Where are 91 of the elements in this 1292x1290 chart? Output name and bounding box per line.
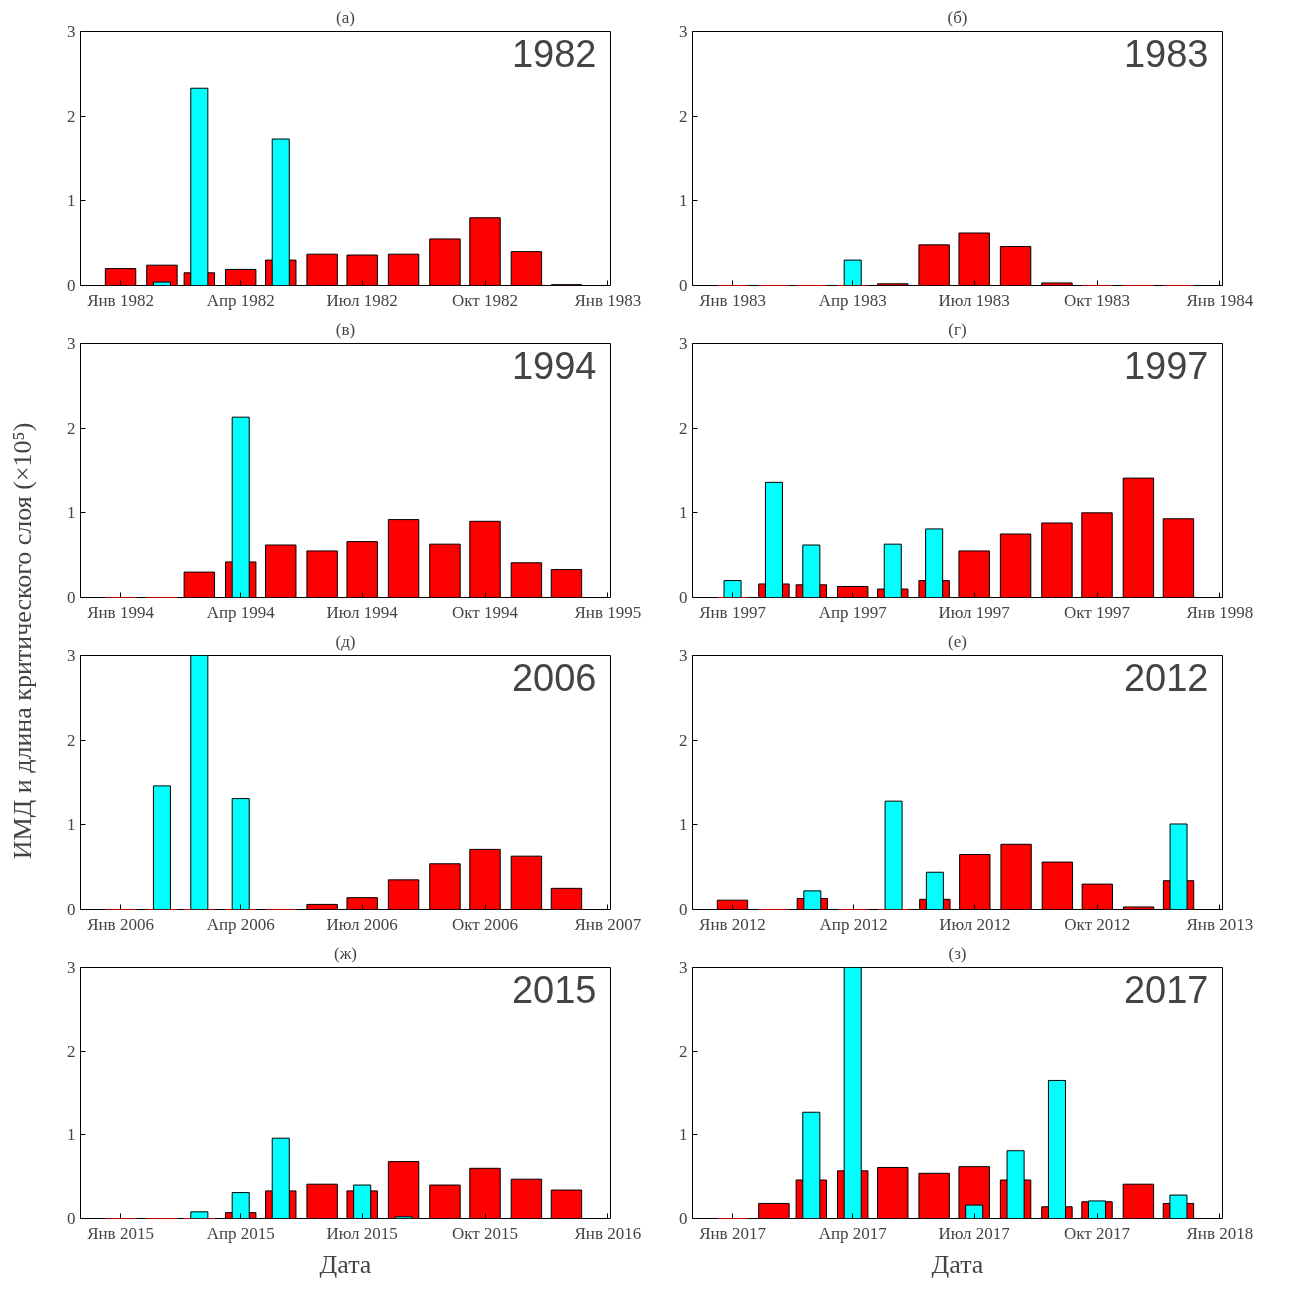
y-tick-label: 0 bbox=[67, 900, 76, 919]
y-tick-label: 0 bbox=[67, 588, 76, 607]
y-tick-label: 2 bbox=[679, 418, 688, 438]
chart-title: (а) bbox=[336, 7, 355, 27]
x-tick-label: Янв 1982 bbox=[87, 290, 154, 310]
y-tick-label: 2 bbox=[67, 730, 76, 750]
x-tick-label: Апр 1982 bbox=[206, 290, 275, 310]
x-tick-label: Июл 2017 bbox=[938, 1223, 1011, 1243]
x-tick-label: Апр 1997 bbox=[818, 602, 888, 622]
y-axis-title: ИМД и длина критического слоя (×10⁵) bbox=[8, 422, 37, 860]
chart-title: (з) bbox=[948, 943, 967, 963]
x-tick-label: Окт 2015 bbox=[452, 1223, 519, 1243]
x-tick-label: Янв 2006 bbox=[87, 914, 154, 934]
y-tick-label: 3 bbox=[679, 646, 688, 665]
y-tick-label: 2 bbox=[67, 418, 76, 438]
x-tick-label: Янв 2007 bbox=[574, 914, 642, 934]
x-axis-title: Дата bbox=[931, 1249, 984, 1279]
x-tick-label: Июл 1997 bbox=[938, 602, 1011, 622]
y-tick-label: 1 bbox=[67, 191, 76, 211]
x-tick-label: Окт 2012 bbox=[1064, 914, 1131, 934]
y-tick-label: 3 bbox=[67, 334, 76, 353]
x-tick-label: Июл 2015 bbox=[326, 1223, 398, 1243]
annotation: 1994 bbox=[511, 344, 597, 387]
annotation: 2017 bbox=[1123, 968, 1209, 1011]
x-tick-label: Янв 1998 bbox=[1186, 602, 1254, 622]
y-tick-label: 3 bbox=[67, 646, 76, 665]
x-tick-label: Окт 1982 bbox=[452, 290, 519, 310]
x-tick-label: Апр 2015 bbox=[206, 1223, 275, 1243]
x-tick-label: Янв 1997 bbox=[699, 602, 767, 622]
y-tick-label: 0 bbox=[67, 276, 76, 295]
annotation: 2012 bbox=[1123, 656, 1209, 699]
x-axis-title: Дата bbox=[319, 1249, 372, 1279]
x-tick-label: Апр 2006 bbox=[206, 914, 275, 934]
annotation: 2015 bbox=[511, 968, 597, 1011]
y-tick-label: 3 bbox=[679, 22, 688, 41]
y-tick-label: 0 bbox=[679, 900, 688, 919]
y-tick-label: 0 bbox=[67, 1209, 76, 1228]
x-tick-label: Янв 2016 bbox=[574, 1223, 642, 1243]
x-tick-label: Апр 1994 bbox=[206, 602, 276, 622]
chart-title: (д) bbox=[335, 631, 356, 651]
x-tick-label: Окт 1983 bbox=[1064, 290, 1131, 310]
y-tick-label: 0 bbox=[679, 1209, 688, 1228]
x-tick-label: Янв 2012 bbox=[699, 914, 766, 934]
x-tick-label: Июл 1994 bbox=[326, 602, 399, 622]
chart-title: (в) bbox=[335, 319, 356, 339]
y-tick-label: 2 bbox=[67, 106, 76, 126]
chart-title: (б) bbox=[947, 7, 968, 27]
y-tick-label: 2 bbox=[679, 1041, 688, 1061]
x-tick-label: Янв 2018 bbox=[1186, 1223, 1254, 1243]
y-tick-label: 1 bbox=[67, 1125, 76, 1145]
y-tick-label: 1 bbox=[679, 815, 688, 835]
annotation: 1982 bbox=[511, 32, 597, 75]
x-tick-label: Окт 2006 bbox=[452, 914, 519, 934]
y-tick-label: 3 bbox=[679, 958, 688, 977]
y-tick-label: 1 bbox=[679, 191, 688, 211]
x-tick-label: Июл 1982 bbox=[326, 290, 398, 310]
y-tick-label: 1 bbox=[679, 1125, 688, 1145]
x-tick-label: Янв 2015 bbox=[87, 1223, 154, 1243]
x-tick-label: Окт 1997 bbox=[1064, 602, 1131, 622]
y-tick-label: 2 bbox=[67, 1041, 76, 1061]
y-tick-label: 1 bbox=[67, 503, 76, 523]
annotation: 2006 bbox=[511, 656, 597, 699]
x-tick-label: Апр 2012 bbox=[819, 914, 888, 934]
x-tick-label: Июл 1983 bbox=[938, 290, 1010, 310]
x-tick-label: Апр 1983 bbox=[818, 290, 887, 310]
x-tick-label: Янв 2017 bbox=[699, 1223, 767, 1243]
y-tick-label: 1 bbox=[67, 815, 76, 835]
chart-title: (г) bbox=[948, 319, 967, 339]
x-tick-label: Янв 2013 bbox=[1186, 914, 1254, 934]
x-tick-label: Янв 1984 bbox=[1186, 290, 1254, 310]
x-tick-label: Окт 2017 bbox=[1064, 1223, 1131, 1243]
x-tick-label: Янв 1983 bbox=[574, 290, 642, 310]
y-tick-label: 0 bbox=[679, 276, 688, 295]
y-tick-label: 3 bbox=[67, 22, 76, 41]
y-tick-label: 3 bbox=[679, 334, 688, 353]
x-tick-label: Апр 2017 bbox=[818, 1223, 888, 1243]
y-tick-label: 1 bbox=[679, 503, 688, 523]
y-tick-label: 3 bbox=[67, 958, 76, 977]
y-tick-label: 0 bbox=[679, 588, 688, 607]
x-tick-label: Янв 1995 bbox=[574, 602, 642, 622]
chart-title: (ж) bbox=[333, 943, 358, 963]
x-tick-label: Янв 1983 bbox=[699, 290, 766, 310]
y-tick-label: 2 bbox=[679, 106, 688, 126]
x-tick-label: Июл 2006 bbox=[326, 914, 398, 934]
annotation: 1997 bbox=[1123, 344, 1209, 387]
x-tick-label: Окт 1994 bbox=[452, 602, 519, 622]
y-tick-label: 2 bbox=[679, 730, 688, 750]
chart-title: (е) bbox=[948, 631, 967, 651]
x-tick-label: Июл 2012 bbox=[939, 914, 1011, 934]
x-tick-label: Янв 1994 bbox=[87, 602, 155, 622]
annotation: 1983 bbox=[1123, 32, 1209, 75]
